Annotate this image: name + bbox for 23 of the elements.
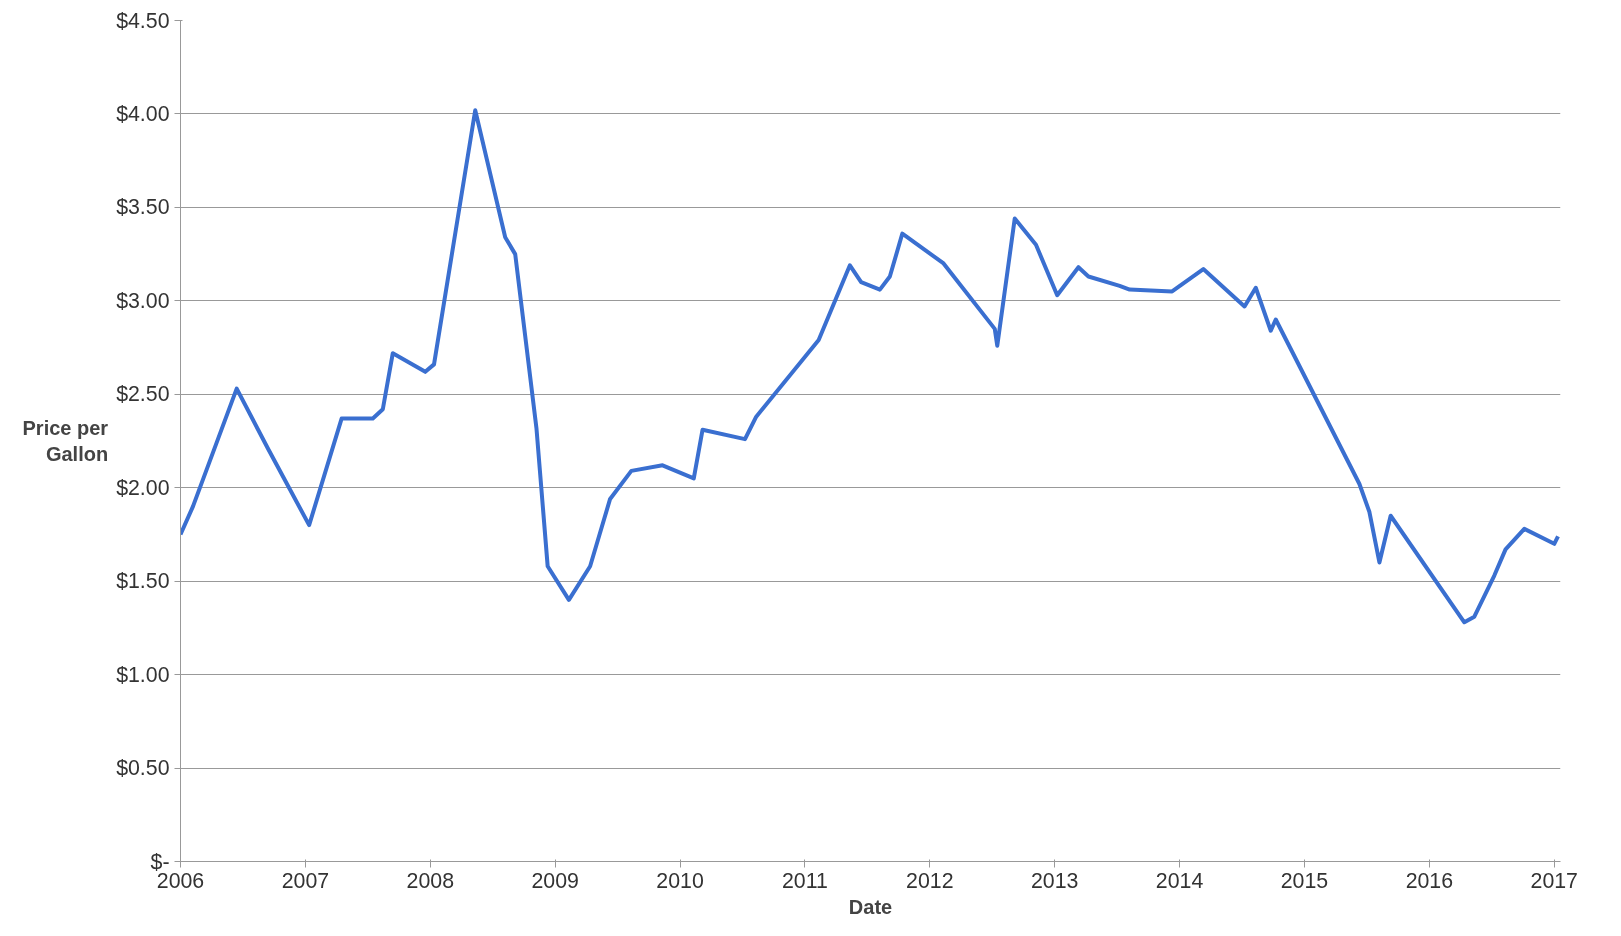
- x-axis-title: Date: [848, 895, 893, 918]
- y-tick-label: $4.00: [116, 101, 170, 126]
- x-tick-label: 2011: [782, 868, 828, 893]
- x-tick-label: 2014: [1155, 868, 1204, 893]
- y-tick-label: $4.50: [116, 8, 170, 33]
- x-tick-label: 2007: [281, 868, 330, 893]
- y-tick-label: $3.50: [116, 195, 170, 220]
- x-tick-label: 2010: [656, 868, 704, 893]
- x-tick-label: 2015: [1280, 868, 1329, 893]
- y-axis-title: Price per Gallon: [22, 416, 109, 466]
- y-tick-label: $0.50: [116, 756, 170, 781]
- x-tick-label: 2008: [406, 868, 454, 893]
- y-tick-label: $2.00: [116, 475, 170, 500]
- x-tick-label: 2013: [1030, 868, 1079, 893]
- y-tick-label: $1.50: [116, 569, 170, 594]
- y-tick-label: $2.50: [116, 382, 170, 407]
- x-tick-label: 2017: [1530, 868, 1578, 893]
- x-tick-label: 2012: [906, 868, 954, 893]
- y-tick-label: $1.00: [116, 662, 170, 687]
- x-tick-label: 2016: [1405, 868, 1454, 893]
- line-series: [180, 108, 1560, 625]
- y-tick-label: $3.00: [116, 288, 170, 313]
- x-tick-label: 2009: [531, 868, 579, 893]
